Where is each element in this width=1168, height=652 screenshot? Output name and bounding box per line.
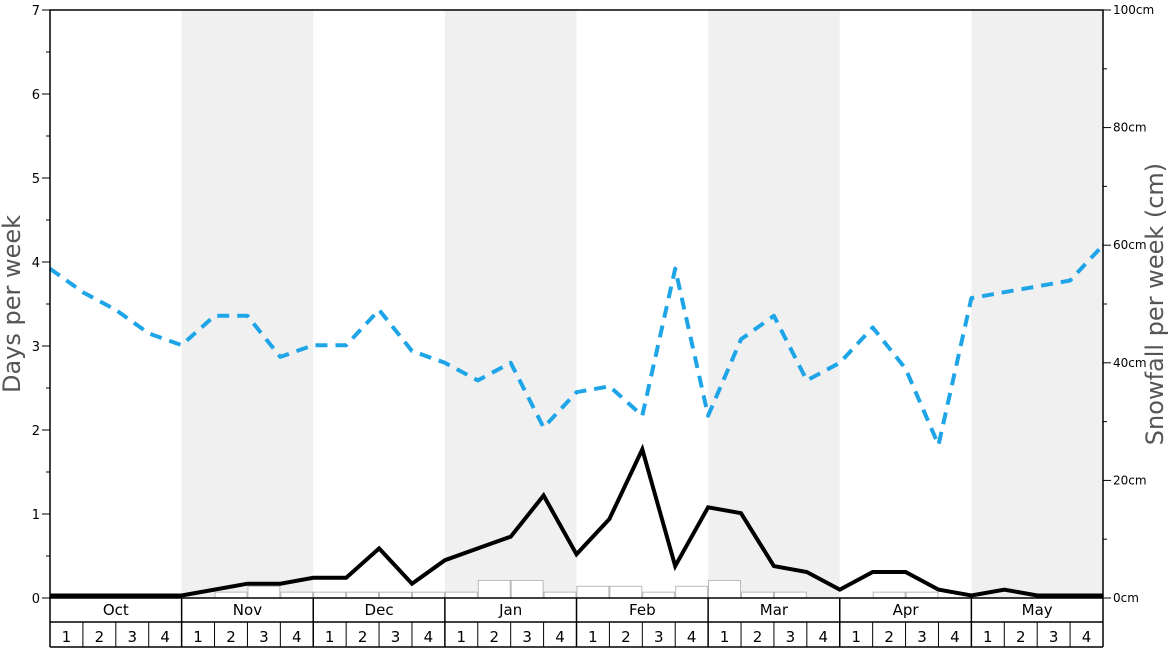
month-band-mar: [708, 10, 840, 598]
week-label: 4: [687, 628, 697, 646]
weekly-bar: [280, 591, 314, 599]
week-label: 3: [259, 628, 269, 646]
week-label: 4: [292, 628, 302, 646]
left-axis-title: Days per week: [0, 215, 26, 393]
left-tick-label: 6: [32, 88, 40, 103]
month-label-may: May: [1022, 601, 1053, 619]
week-label: 4: [950, 628, 960, 646]
weekly-bar: [642, 591, 676, 599]
left-axis: 0 1 2 3 4 5 6 7: [32, 4, 50, 607]
week-label: 1: [457, 628, 467, 646]
week-label: 2: [753, 628, 763, 646]
snowfall-line: [48, 243, 1105, 448]
week-label: 1: [325, 628, 335, 646]
weekly-bar: [510, 579, 544, 599]
week-label: 1: [193, 628, 203, 646]
week-label: 2: [489, 628, 499, 646]
week-label: 4: [819, 628, 829, 646]
week-label: 4: [160, 628, 170, 646]
right-tick-label: 0cm: [1113, 591, 1139, 605]
week-label: 2: [226, 628, 236, 646]
left-tick-label: 5: [32, 172, 40, 187]
month-label-mar: Mar: [760, 601, 789, 619]
left-tick-label: 1: [32, 508, 40, 523]
week-label: 1: [851, 628, 861, 646]
left-tick-label: 7: [32, 4, 40, 19]
weekly-bar: [543, 591, 577, 599]
week-label: 2: [884, 628, 894, 646]
week-label: 1: [983, 628, 993, 646]
left-tick-label: 4: [32, 256, 40, 271]
weekly-bar: [247, 585, 281, 599]
month-band-nov: [181, 10, 314, 598]
right-tick-label: 80cm: [1113, 121, 1147, 135]
weekly-bar: [774, 591, 807, 599]
weekly-bar: [675, 585, 709, 599]
right-tick-label: 60cm: [1113, 238, 1147, 252]
left-tick-label: 0: [32, 592, 40, 607]
week-label: 2: [621, 628, 631, 646]
weekly-bar: [313, 591, 347, 599]
week-label: 4: [1082, 628, 1092, 646]
days-line: [50, 443, 1103, 598]
right-tick-label: 20cm: [1113, 473, 1147, 487]
month-label-apr: Apr: [893, 601, 920, 619]
week-label: 3: [786, 628, 796, 646]
month-label-oct: Oct: [103, 601, 129, 619]
weekly-bar: [444, 591, 478, 599]
right-tick-label: 100cm: [1113, 3, 1154, 17]
week-label: 3: [917, 628, 927, 646]
weekly-bar: [214, 591, 248, 599]
week-label: 1: [588, 628, 598, 646]
week-label: 3: [127, 628, 137, 646]
week-label: 3: [391, 628, 401, 646]
series-lines: [48, 243, 1105, 598]
weekly-bar: [708, 579, 741, 599]
weekly-bar: [576, 585, 610, 599]
week-label: 3: [1049, 628, 1059, 646]
right-axis: 0cm 20cm 40cm 60cm 80cm 100cm: [1103, 3, 1154, 605]
weekly-bar: [741, 591, 774, 599]
right-tick-label: 40cm: [1113, 356, 1147, 370]
week-label: 1: [720, 628, 730, 646]
weekly-bar: [379, 591, 412, 599]
month-label-nov: Nov: [233, 601, 262, 619]
weekly-bar: [609, 585, 643, 599]
week-label: 2: [95, 628, 105, 646]
month-band-jan: [444, 10, 577, 598]
week-label: 4: [555, 628, 565, 646]
weekly-bars: [214, 579, 939, 599]
weekly-bar: [412, 591, 445, 599]
week-label: 4: [424, 628, 434, 646]
week-label: 2: [358, 628, 368, 646]
week-label: 3: [522, 628, 532, 646]
week-label: 2: [1016, 628, 1026, 646]
weekly-bar: [346, 591, 379, 599]
left-tick-label: 2: [32, 424, 40, 439]
month-label-dec: Dec: [365, 601, 394, 619]
month-bands: [181, 10, 1103, 598]
weekly-bar: [477, 579, 511, 599]
weekly-bar: [905, 591, 939, 599]
month-label-jan: Jan: [498, 601, 522, 619]
right-axis-title: Snowfall per week (cm): [1141, 163, 1168, 445]
month-label-feb: Feb: [629, 601, 656, 619]
month-band-may: [971, 10, 1103, 598]
week-label: 1: [62, 628, 72, 646]
week-label: 3: [654, 628, 664, 646]
weekly-bar: [872, 591, 906, 599]
left-tick-label: 3: [32, 340, 40, 355]
x-axis-table: Oct 1 2 3 4 Nov 1 2 3 4 Dec 1 2 3 4 Jan 1 2 3 4 Feb 1 2 3 4 Mar 1 2…: [49, 598, 1104, 648]
